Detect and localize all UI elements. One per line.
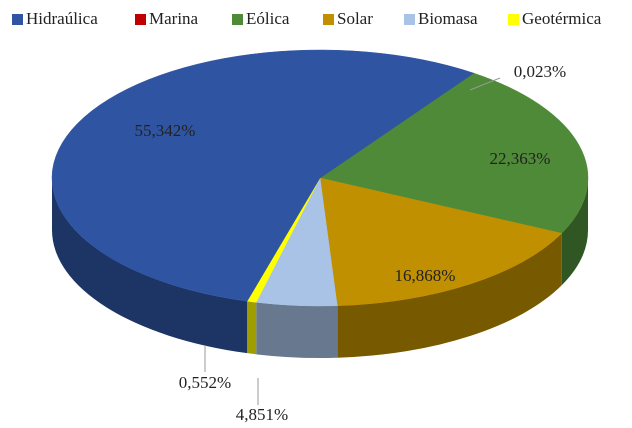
legend-label: Eólica xyxy=(246,9,290,28)
pie-side xyxy=(337,233,562,358)
pie-side xyxy=(256,302,338,358)
legend-label: Marina xyxy=(149,9,199,28)
pie-side xyxy=(247,301,257,355)
data-label: 0,552% xyxy=(179,373,231,392)
legend-swatch xyxy=(404,14,415,25)
legend-swatch xyxy=(12,14,23,25)
data-label: 55,342% xyxy=(135,121,196,140)
pie-side xyxy=(51,178,248,354)
legend-label: Biomasa xyxy=(418,9,478,28)
legend-swatch xyxy=(135,14,146,25)
legend-label: Solar xyxy=(337,9,373,28)
pie-side xyxy=(561,178,588,286)
legend-label: Geotérmica xyxy=(522,9,602,28)
legend-swatch xyxy=(232,14,243,25)
legend-swatch xyxy=(508,14,519,25)
data-label: 16,868% xyxy=(395,266,456,285)
data-label: 22,363% xyxy=(490,149,551,168)
legend-label: Hidraúlica xyxy=(26,9,98,28)
leader-line xyxy=(469,77,501,91)
legend-swatch xyxy=(323,14,334,25)
data-label: 4,851% xyxy=(236,405,288,424)
pie-slice xyxy=(51,49,475,302)
data-label: 0,023% xyxy=(514,62,566,81)
pie-slice xyxy=(319,177,563,306)
